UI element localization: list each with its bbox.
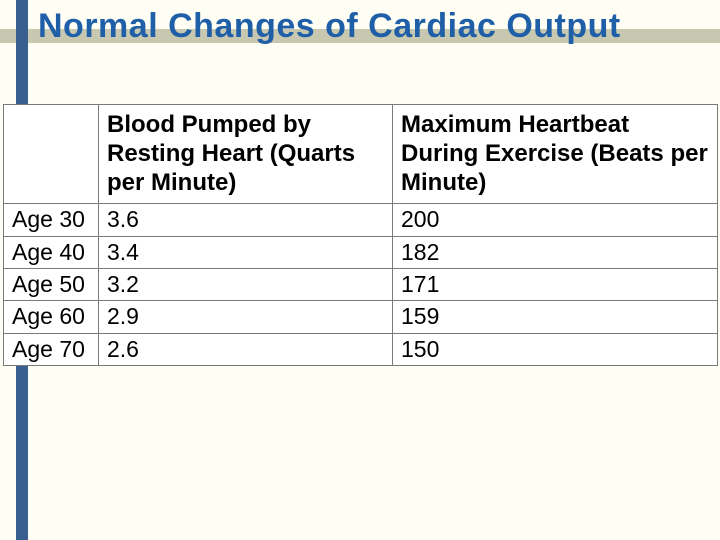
table-row: Age 50 3.2 171 (4, 268, 718, 300)
table-row: Age 40 3.4 182 (4, 236, 718, 268)
col-header-blood-pumped: Blood Pumped by Resting Heart (Quarts pe… (99, 105, 393, 204)
cell-blood-pumped: 3.2 (99, 268, 393, 300)
cell-max-heartbeat: 159 (393, 301, 718, 333)
col-header-blank (4, 105, 99, 204)
slide-title: Normal Changes of Cardiac Output (38, 6, 698, 46)
col-header-max-heartbeat: Maximum Heartbeat During Exercise (Beats… (393, 105, 718, 204)
cell-blood-pumped: 3.4 (99, 236, 393, 268)
cell-max-heartbeat: 171 (393, 268, 718, 300)
row-label: Age 50 (4, 268, 99, 300)
table-row: Age 30 3.6 200 (4, 204, 718, 236)
cell-blood-pumped: 3.6 (99, 204, 393, 236)
data-table: Blood Pumped by Resting Heart (Quarts pe… (3, 104, 718, 366)
table-row: Age 60 2.9 159 (4, 301, 718, 333)
cell-max-heartbeat: 182 (393, 236, 718, 268)
cell-max-heartbeat: 150 (393, 333, 718, 365)
table-row: Age 70 2.6 150 (4, 333, 718, 365)
cell-blood-pumped: 2.6 (99, 333, 393, 365)
cell-max-heartbeat: 200 (393, 204, 718, 236)
cardiac-output-table: Blood Pumped by Resting Heart (Quarts pe… (3, 104, 717, 366)
row-label: Age 60 (4, 301, 99, 333)
row-label: Age 70 (4, 333, 99, 365)
row-label: Age 40 (4, 236, 99, 268)
cell-blood-pumped: 2.9 (99, 301, 393, 333)
table-header-row: Blood Pumped by Resting Heart (Quarts pe… (4, 105, 718, 204)
row-label: Age 30 (4, 204, 99, 236)
slide: Normal Changes of Cardiac Output Blood P… (0, 0, 720, 540)
